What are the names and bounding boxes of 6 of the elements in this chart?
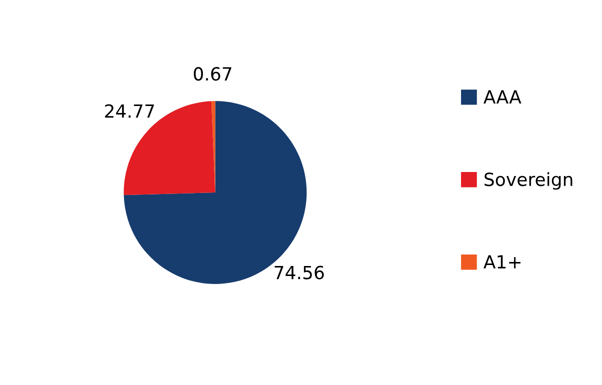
data-label: 74.56 [274, 266, 324, 280]
legend-label: AAA [484, 90, 522, 104]
data-label: 24.77 [105, 104, 154, 118]
legend-label: Sovereign [484, 172, 572, 190]
legend-label: A1+ [484, 255, 520, 268]
data-label: 0.67 [194, 67, 232, 81]
